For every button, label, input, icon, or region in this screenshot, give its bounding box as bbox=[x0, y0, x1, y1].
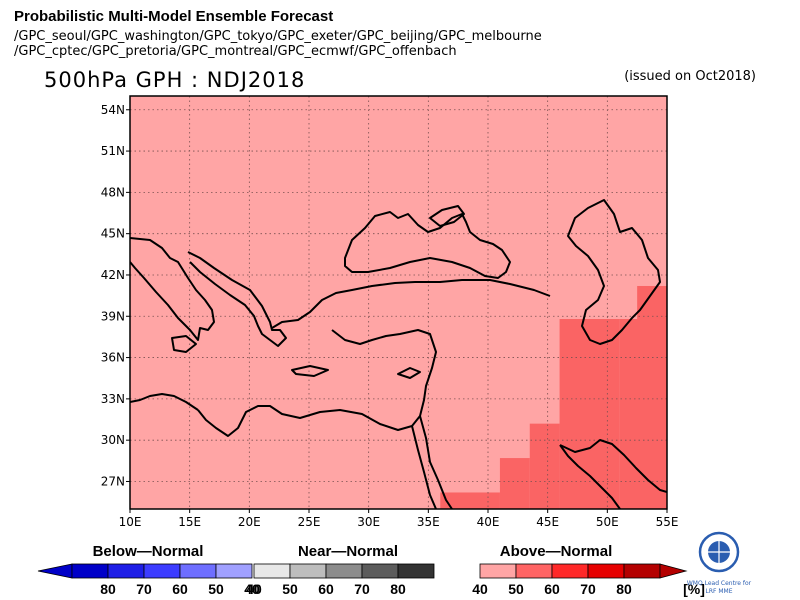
cb-above-box-4 bbox=[623, 563, 661, 579]
cb-near-box-3 bbox=[361, 563, 399, 579]
above-normal-regions bbox=[440, 285, 667, 509]
near-normal-colorbar: 40 50 60 70 80 bbox=[246, 563, 435, 597]
above-normal-title: Above—Normal bbox=[500, 543, 613, 560]
legend: Below—Normal Near—Normal Above—Normal 80… bbox=[37, 543, 705, 597]
wmo-logo: WMO Lead Centre for LRF MME bbox=[687, 531, 752, 595]
lon-label-40E: 40E bbox=[477, 515, 500, 529]
cb-above-label-0: 40 bbox=[472, 581, 488, 597]
cb-near-box-4 bbox=[397, 563, 435, 579]
above-normal-50-60-cell-5 bbox=[637, 285, 667, 320]
lon-label-50E: 50E bbox=[596, 515, 619, 529]
centres-line-2: /GPC_cptec/GPC_pretoria/GPC_montreal/GPC… bbox=[14, 44, 457, 59]
cb-above-arrow-right bbox=[659, 563, 688, 579]
lon-label-20E: 20E bbox=[238, 515, 261, 529]
above-normal-50-60-cell-2 bbox=[529, 423, 560, 509]
above-normal-50-60-cell-0 bbox=[440, 492, 500, 509]
below-normal-title: Below—Normal bbox=[93, 543, 204, 560]
cb-below-box-3 bbox=[179, 563, 217, 579]
wmo-emblem-ring bbox=[698, 531, 740, 573]
cb-near-label-3: 70 bbox=[354, 581, 370, 597]
cb-near-label-2: 60 bbox=[318, 581, 334, 597]
below-normal-colorbar: 80 70 60 50 40 bbox=[37, 563, 260, 597]
cb-near-label-4: 80 bbox=[390, 581, 406, 597]
lon-label-45E: 45E bbox=[536, 515, 559, 529]
lon-label-35E: 35E bbox=[417, 515, 440, 529]
lat-label-27N: 27N bbox=[101, 474, 125, 488]
logo-text-2: LRF MME bbox=[705, 588, 732, 595]
cb-below-box-1 bbox=[107, 563, 145, 579]
coastlines bbox=[130, 199, 667, 509]
axis-labels: 10E 15E 20E 25E 30E 35E 40E 45E 50E 55E 27N 30N 33N 3… bbox=[101, 103, 679, 529]
lat-label-33N: 33N bbox=[101, 392, 125, 406]
cb-above-label-1: 50 bbox=[508, 581, 524, 597]
lon-label-30E: 30E bbox=[357, 515, 380, 529]
near-normal-title: Near—Normal bbox=[298, 543, 398, 560]
above-normal-50-60-cell-3 bbox=[559, 319, 620, 509]
cb-above-label-5: [%] bbox=[683, 581, 705, 597]
lat-label-36N: 36N bbox=[101, 351, 125, 365]
lon-label-15E: 15E bbox=[178, 515, 201, 529]
above-normal-colorbar: 40 50 60 70 80 [%] bbox=[472, 563, 705, 597]
cb-above-label-3: 70 bbox=[580, 581, 596, 597]
cb-below-label-2: 60 bbox=[172, 581, 188, 597]
cb-above-box-1 bbox=[515, 563, 553, 579]
lon-label-25E: 25E bbox=[298, 515, 321, 529]
lat-label-39N: 39N bbox=[101, 309, 125, 323]
map-frame bbox=[129, 95, 668, 510]
above-normal-50-60-cell-1 bbox=[499, 458, 530, 509]
map-area bbox=[130, 96, 667, 509]
lat-label-30N: 30N bbox=[101, 433, 125, 447]
cb-below-arrow-left bbox=[37, 563, 73, 579]
cb-above-box-3 bbox=[587, 563, 625, 579]
graticule bbox=[130, 96, 667, 509]
lon-label-10E: 10E bbox=[119, 515, 142, 529]
lon-label-55E: 55E bbox=[656, 515, 679, 529]
cb-below-label-4: 40 bbox=[244, 581, 260, 597]
cb-below-box-4 bbox=[215, 563, 253, 579]
lat-label-54N: 54N bbox=[101, 103, 125, 117]
cb-near-box-0 bbox=[253, 563, 291, 579]
lat-label-42N: 42N bbox=[101, 268, 125, 282]
cb-above-label-4: 80 bbox=[616, 581, 632, 597]
cb-below-label-0: 80 bbox=[100, 581, 116, 597]
lat-label-45N: 45N bbox=[101, 227, 125, 241]
cb-near-label-0: 40 bbox=[246, 581, 262, 597]
cb-near-box-1 bbox=[289, 563, 327, 579]
lat-label-48N: 48N bbox=[101, 185, 125, 199]
issued-date: (issued on Oct2018) bbox=[624, 69, 756, 84]
logo-text-1: WMO Lead Centre for bbox=[687, 580, 752, 587]
cb-above-label-2: 60 bbox=[544, 581, 560, 597]
map-title: 500hPa GPH : NDJ2018 bbox=[44, 68, 306, 92]
cb-below-label-1: 70 bbox=[136, 581, 152, 597]
wmo-globe-grid bbox=[708, 541, 730, 563]
cb-above-box-2 bbox=[551, 563, 589, 579]
cb-near-label-1: 50 bbox=[282, 581, 298, 597]
cb-above-box-0 bbox=[479, 563, 517, 579]
centres-line-1: /GPC_seoul/GPC_washington/GPC_tokyo/GPC_… bbox=[14, 29, 542, 44]
cb-below-box-0 bbox=[71, 563, 109, 579]
cb-below-label-3: 50 bbox=[208, 581, 224, 597]
cb-below-box-2 bbox=[143, 563, 181, 579]
lat-label-51N: 51N bbox=[101, 144, 125, 158]
cb-near-box-2 bbox=[325, 563, 363, 579]
product-title: Probabilistic Multi-Model Ensemble Forec… bbox=[14, 8, 334, 25]
above-normal-50-60-cell-4 bbox=[619, 319, 667, 509]
